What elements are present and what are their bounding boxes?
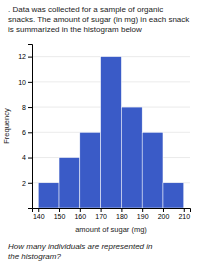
bars (38, 57, 184, 208)
tick-mark (28, 57, 32, 58)
tick-mark (28, 132, 32, 133)
text-line: is summarized in the histogram below (8, 25, 142, 34)
tick: 210 (178, 208, 190, 220)
tick-label: 170 (95, 213, 107, 220)
tick-mark (59, 208, 60, 212)
y-axis: 2 4 6 8 10 12 (18, 45, 32, 209)
tick: 180 (116, 208, 128, 220)
tick-label: 8 (22, 104, 26, 111)
tick-mark (184, 208, 185, 212)
tick: 10 (18, 79, 32, 86)
bar (38, 183, 59, 208)
tick-mark (142, 208, 143, 212)
tick-label: 6 (22, 129, 26, 136)
tick-label: 2 (22, 180, 26, 187)
tick-label: 12 (18, 53, 26, 60)
text-line: the histogram? (8, 252, 61, 261)
x-axis-label: amount of sugar (mg) (75, 225, 147, 234)
tick-mark (121, 208, 122, 212)
tick-label: 10 (18, 79, 26, 86)
tick: 8 (22, 104, 32, 111)
tick-mark (80, 208, 81, 212)
tick-label: 180 (116, 213, 128, 220)
tick: 200 (158, 208, 170, 220)
tick: 140 (33, 208, 45, 220)
tick: 6 (22, 129, 32, 136)
tick: 190 (137, 208, 149, 220)
tick-label: 150 (54, 213, 66, 220)
chart: . Data was collected for a sample of org… (0, 0, 200, 267)
tick-label: 200 (158, 213, 170, 220)
tick-label: 160 (74, 213, 86, 220)
tick: 12 (18, 53, 32, 60)
tick-label: 190 (137, 213, 149, 220)
tick-label: 140 (33, 213, 45, 220)
tick-mark (163, 208, 164, 212)
bar (80, 132, 101, 208)
title: . Data was collected for a sample of org… (8, 5, 190, 34)
annotation: How many individuals are represented int… (8, 242, 153, 261)
tick: 160 (74, 208, 86, 220)
bar (163, 183, 184, 208)
tick-mark (28, 158, 32, 159)
tick-mark (28, 82, 32, 83)
tick-mark (101, 208, 102, 212)
text-line: snacks. The amount of sugar (in mg) in e… (8, 15, 190, 24)
x-axis: 140 150 160 170 180 190 200 210 (33, 208, 191, 220)
tick: 2 (22, 180, 32, 187)
text-line: How many individuals are represented in (8, 242, 153, 251)
bar (142, 132, 163, 208)
tick-mark (28, 107, 32, 108)
bar (101, 57, 122, 208)
y-axis-label: Frequency (2, 108, 11, 144)
tick: 150 (54, 208, 66, 220)
bar (121, 107, 142, 208)
bar (59, 158, 80, 208)
tick: 170 (95, 208, 107, 220)
tick-mark (28, 183, 32, 184)
text-line: . Data was collected for a sample of org… (8, 5, 163, 14)
tick-mark (38, 208, 39, 212)
axis-line (33, 209, 191, 213)
axis-line (28, 45, 33, 209)
tick-label: 4 (22, 154, 26, 161)
tick-label: 210 (178, 213, 190, 220)
tick: 4 (22, 154, 32, 161)
